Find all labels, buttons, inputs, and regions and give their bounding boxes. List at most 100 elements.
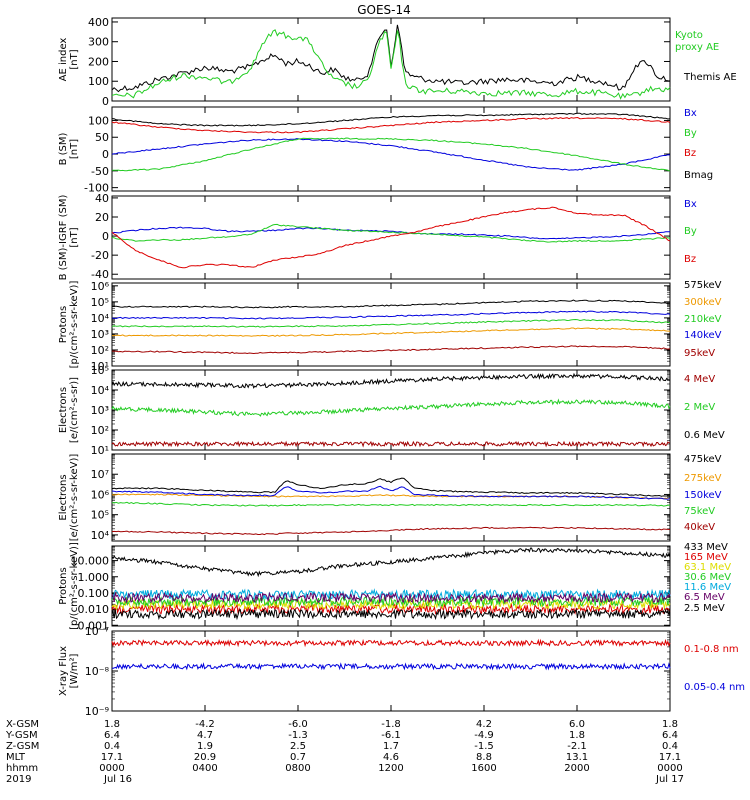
x-axis-row-label: MLT bbox=[6, 752, 26, 763]
y-tick-label: 0.001 bbox=[78, 619, 110, 632]
legend-label: 4 MeV bbox=[684, 374, 715, 385]
series-line-2-5-mev bbox=[111, 607, 671, 621]
series-line-433-mev bbox=[111, 547, 671, 578]
x-axis-value: 0400 bbox=[192, 763, 217, 774]
y-axis-label: X-ray Flux bbox=[58, 646, 69, 696]
y-tick-label: 400 bbox=[88, 16, 109, 29]
x-axis-value: 1600 bbox=[471, 763, 496, 774]
legend-label: 63.1 MeV bbox=[684, 562, 731, 573]
series-line-by bbox=[112, 137, 671, 172]
legend-label: 433 MeV bbox=[684, 542, 728, 553]
series-line-bz bbox=[111, 206, 671, 269]
legend-label: 150keV bbox=[684, 490, 722, 501]
y-tick-label: 10⁶ bbox=[91, 280, 110, 293]
y-tick-label: 10⁴ bbox=[91, 529, 110, 542]
legend-label: 0.6 MeV bbox=[684, 430, 725, 441]
y-tick-label: 50 bbox=[95, 131, 109, 144]
y-tick-label: 10³ bbox=[91, 404, 109, 417]
legend-label: Themis AE bbox=[683, 72, 737, 83]
y-tick-label: 0 bbox=[102, 230, 109, 243]
y-tick-label: 10³ bbox=[91, 328, 109, 341]
x-axis-value: 4.7 bbox=[197, 730, 213, 741]
legend-label: 210keV bbox=[684, 314, 722, 325]
legend-label: 0.1-0.8 nm bbox=[684, 644, 739, 655]
y-tick-label: 10⁻⁹ bbox=[85, 705, 109, 718]
y-axis-label: [e/(cm²-s-sr-keV)] bbox=[69, 454, 80, 542]
y-tick-label: -100 bbox=[84, 182, 109, 195]
series-line-0-6-mev bbox=[111, 372, 671, 389]
legend-label: Kyoto bbox=[675, 30, 703, 41]
series-line-6-5-mev bbox=[111, 591, 671, 604]
y-tick-label: 10⁻⁷ bbox=[85, 625, 109, 638]
panel-frame bbox=[111, 17, 671, 102]
x-axis-value: 6.0 bbox=[569, 719, 585, 730]
x-axis-value: -1.3 bbox=[288, 730, 308, 741]
series-line-300kev bbox=[111, 327, 670, 337]
x-axis-value: 0.7 bbox=[290, 752, 306, 763]
y-tick-label: -20 bbox=[91, 249, 109, 262]
x-axis-value: 8.8 bbox=[476, 752, 492, 763]
x-axis-value: 17.1 bbox=[101, 752, 123, 763]
x-axis-value: 1.8 bbox=[104, 719, 120, 730]
x-axis-table: X-GSM 1.8 -4.2 -6.0 -1.8 4.2 6.0 1.8Y-GSM 6.4 4.7… bbox=[5, 719, 684, 785]
legend-label: 40keV bbox=[684, 522, 715, 533]
y-tick-label: 1.000 bbox=[78, 571, 110, 584]
y-tick-label: 10¹ bbox=[91, 444, 109, 457]
y-tick-label: 10⁻⁸ bbox=[85, 665, 110, 678]
y-tick-label: 10² bbox=[91, 344, 109, 357]
y-tick-label: 10² bbox=[91, 424, 109, 437]
x-axis-value: -6.0 bbox=[288, 719, 308, 730]
series-line-0-1-0-8-nm bbox=[111, 638, 671, 648]
y-axis-label: B (SM)-IGRF (SM) bbox=[58, 195, 69, 281]
panel-frame bbox=[111, 106, 671, 192]
y-tick-label: 0 bbox=[102, 148, 109, 161]
y-axis-label: [p/(cm²-s-sr-keV)] bbox=[69, 542, 80, 630]
y-axis-label: [nT] bbox=[69, 227, 80, 247]
y-tick-label: 100 bbox=[88, 114, 109, 127]
y-tick-label: 0 bbox=[102, 95, 109, 108]
panel-bsm: -100 -50 0 50 100 B (SM) [nT] Bx By Bz Bmag bbox=[58, 106, 713, 195]
x-axis-value: -1.5 bbox=[474, 741, 494, 752]
x-axis-value: 0800 bbox=[285, 763, 310, 774]
legend-label: 30.6 MeV bbox=[684, 572, 731, 583]
y-tick-label: 10⁶ bbox=[91, 488, 110, 501]
x-axis-value: Jul 16 bbox=[103, 774, 132, 785]
y-axis-label: [nT] bbox=[69, 49, 80, 69]
series-line-themis-ae bbox=[111, 24, 671, 93]
x-axis-value: 1.8 bbox=[569, 730, 585, 741]
x-axis-value: 6.4 bbox=[662, 730, 678, 741]
x-axis-value: 20.9 bbox=[194, 752, 216, 763]
y-tick-label: 10⁴ bbox=[91, 384, 110, 397]
legend-label: proxy AE bbox=[675, 42, 719, 53]
x-axis-value: 2000 bbox=[564, 763, 589, 774]
legend-label: Bx bbox=[684, 108, 697, 119]
series-line-bx bbox=[111, 138, 671, 171]
panel-electrons_mev: 10¹ 10² 10³ 10⁴ 10⁵ Electrons [e/(cm²-s-sr)] 4 … bbox=[58, 364, 725, 457]
y-axis-label: Electrons bbox=[58, 387, 69, 433]
chart-title: GOES-14 bbox=[357, 3, 411, 17]
x-axis-value: 0000 bbox=[99, 763, 124, 774]
legend-label: 165 MeV bbox=[684, 552, 728, 563]
x-axis-row-label: X-GSM bbox=[6, 719, 39, 730]
y-tick-label: -50 bbox=[91, 165, 109, 178]
y-tick-label: 0.100 bbox=[78, 587, 110, 600]
series-line-575kev bbox=[111, 299, 671, 309]
x-axis-value: Jul 17 bbox=[655, 774, 684, 785]
panel-electrons_kev: 10⁴ 10⁵ 10⁶ 10⁷ Electrons [e/(cm²-s-sr-keV)] 4… bbox=[58, 453, 722, 542]
y-tick-label: 0.010 bbox=[78, 603, 110, 616]
series-line-4-mev bbox=[111, 440, 671, 448]
series-line-2-mev bbox=[111, 398, 671, 417]
legend-label: Bz bbox=[684, 254, 696, 265]
series-line-140kev bbox=[111, 310, 671, 320]
x-axis-value: -2.1 bbox=[567, 741, 587, 752]
y-axis-label: [p/(cm²-s-sr-keV)] bbox=[69, 281, 80, 369]
x-axis-value: 4.6 bbox=[383, 752, 399, 763]
x-axis-row-label: hhmm bbox=[6, 763, 38, 774]
y-tick-label: 10⁷ bbox=[91, 468, 109, 481]
x-axis-value: 13.1 bbox=[566, 752, 588, 763]
series-line-0-05-0-4-nm bbox=[111, 662, 671, 671]
